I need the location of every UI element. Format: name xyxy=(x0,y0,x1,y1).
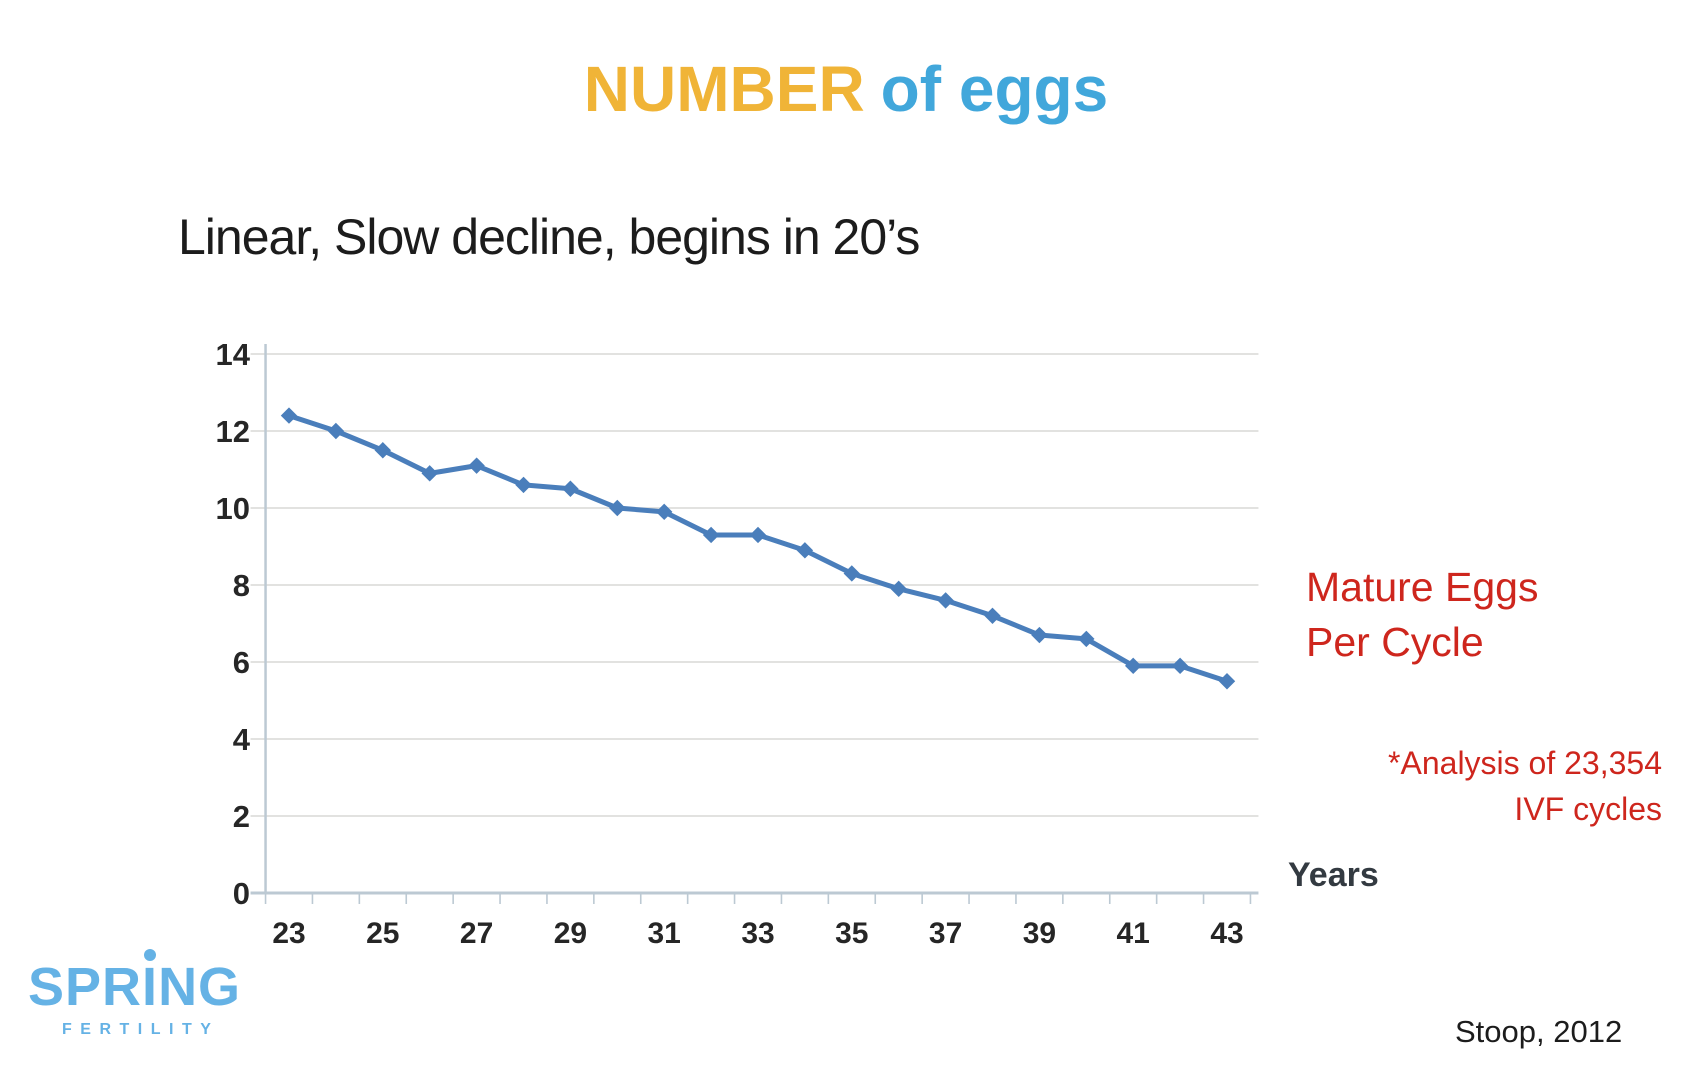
analysis-footnote-line1: *Analysis of 23,354 xyxy=(1388,745,1662,781)
slide-title: NUMBER of eggs xyxy=(0,52,1692,126)
svg-text:4: 4 xyxy=(233,722,251,757)
slide-title-of-eggs: of eggs xyxy=(880,53,1109,125)
svg-text:23: 23 xyxy=(272,917,305,950)
svg-text:27: 27 xyxy=(460,917,493,950)
svg-text:25: 25 xyxy=(366,917,399,950)
logo-brand-pre: SPR xyxy=(28,957,143,1017)
svg-text:10: 10 xyxy=(216,491,250,526)
analysis-footnote: *Analysis of 23,354 IVF cycles xyxy=(1388,740,1662,833)
slide-subtitle: Linear, Slow decline, begins in 20’s xyxy=(178,209,920,265)
analysis-footnote-line2: IVF cycles xyxy=(1514,791,1662,828)
svg-text:29: 29 xyxy=(554,917,587,950)
svg-text:41: 41 xyxy=(1117,917,1150,950)
svg-text:35: 35 xyxy=(835,917,868,950)
logo-brand: SPRING xyxy=(28,957,242,1017)
svg-text:6: 6 xyxy=(233,645,250,680)
egg-count-chart-svg: 0 2 4 6 8 10 12 14 23 25 27 29 31 33 35 37 39 41 43 xyxy=(216,337,1259,950)
series-annotation: Mature Eggs Per Cycle xyxy=(1306,560,1538,669)
svg-text:33: 33 xyxy=(741,917,774,950)
svg-text:8: 8 xyxy=(233,568,250,603)
spring-fertility-logo: SPRING FERTILITY xyxy=(28,957,242,1039)
svg-text:12: 12 xyxy=(216,414,250,449)
x-axis-title: Years xyxy=(1288,856,1379,894)
egg-count-chart: 0 2 4 6 8 10 12 14 23 25 27 29 31 33 35 37 39 41 43 xyxy=(180,300,1290,990)
series-annotation-line1: Mature Eggs xyxy=(1306,564,1539,610)
slide-title-number: NUMBER xyxy=(583,53,865,125)
logo-brand-dotted-i: I xyxy=(142,957,159,1017)
svg-text:2: 2 xyxy=(233,799,250,834)
svg-text:31: 31 xyxy=(648,917,681,950)
svg-text:37: 37 xyxy=(929,917,962,950)
logo-brand-post: NG xyxy=(158,957,242,1017)
series-annotation-line2: Per Cycle xyxy=(1306,618,1484,665)
logo-subtext: FERTILITY xyxy=(62,1021,220,1039)
citation: Stoop, 2012 xyxy=(1455,1014,1623,1049)
svg-text:0: 0 xyxy=(233,876,250,911)
svg-text:14: 14 xyxy=(216,337,251,372)
svg-text:39: 39 xyxy=(1023,917,1056,950)
svg-text:43: 43 xyxy=(1210,917,1243,950)
